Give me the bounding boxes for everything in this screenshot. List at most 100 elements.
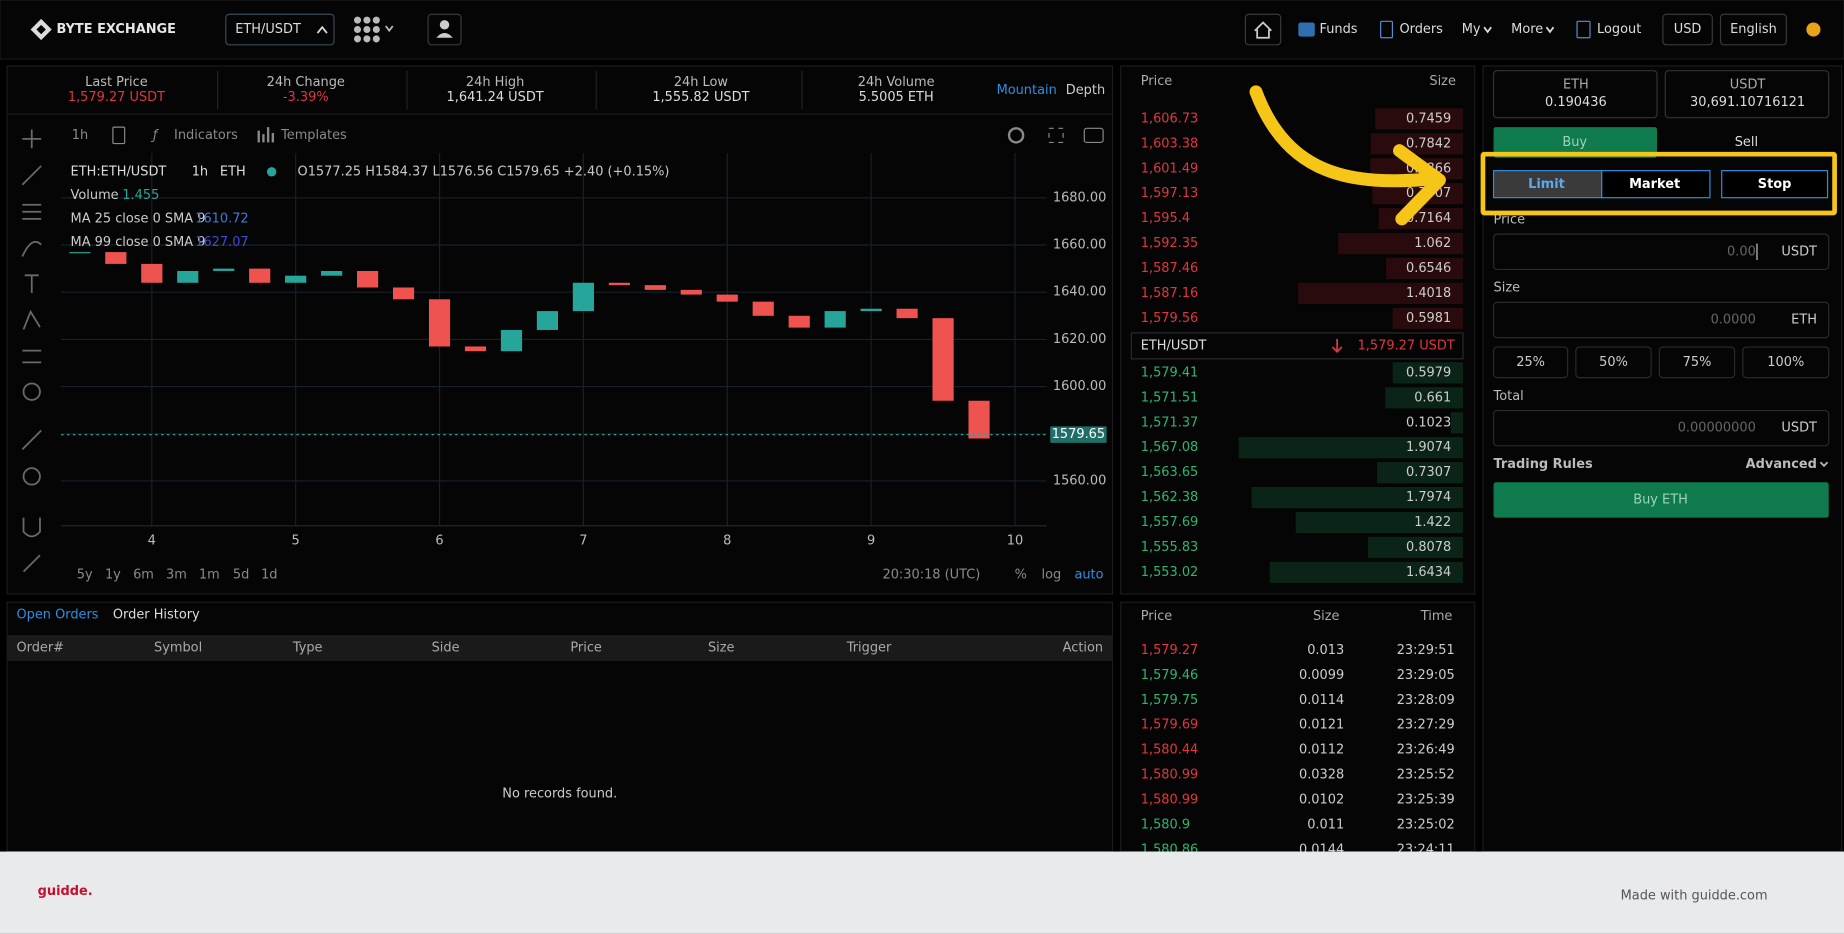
order-type-button[interactable] <box>1601 170 1711 199</box>
brand: BYTE EXCHANGE <box>56 22 176 37</box>
drawing-tool[interactable] <box>22 554 41 573</box>
candle-icon <box>112 126 126 145</box>
depth-bar <box>1251 486 1463 509</box>
submit-text[interactable]: Buy ETH <box>1633 492 1688 507</box>
trade-price: 1,579.75 <box>1141 693 1199 708</box>
drawing-tool[interactable] <box>21 165 42 186</box>
indicators[interactable]: Indicators <box>174 128 238 143</box>
percent-button[interactable] <box>1742 346 1830 379</box>
order-type-text[interactable]: Market <box>1629 177 1680 192</box>
percent-button[interactable] <box>1575 346 1652 379</box>
range-button[interactable]: 5d <box>233 568 249 583</box>
drawing-tool[interactable] <box>22 309 41 330</box>
percent-button[interactable] <box>1492 346 1569 379</box>
input-field[interactable] <box>1492 301 1830 339</box>
legend-volume: Volume <box>71 188 119 203</box>
chart-view[interactable]: Mountain <box>997 83 1057 98</box>
column-header: Order# <box>16 641 64 656</box>
scale-option[interactable]: % <box>1015 568 1027 583</box>
percent-text[interactable]: 25% <box>1516 355 1545 370</box>
drawing-tool[interactable] <box>22 349 42 364</box>
order-type-text[interactable]: Stop <box>1758 177 1792 192</box>
scale-option[interactable]: auto <box>1074 568 1103 583</box>
trading-rules[interactable]: Trading Rules <box>1494 457 1593 472</box>
candle <box>716 294 738 302</box>
drawing-tool[interactable] <box>22 517 41 538</box>
range-button[interactable]: 6m <box>133 568 154 583</box>
book-price: 1,592.35 <box>1141 236 1199 251</box>
drawing-tool[interactable] <box>22 203 42 220</box>
balance-amount: 0.190436 <box>1545 95 1607 110</box>
book-price: 1,563.65 <box>1141 465 1199 480</box>
pair-selector-text[interactable]: ETH/USDT <box>235 22 301 37</box>
user-icon <box>436 33 453 38</box>
candle <box>824 311 846 328</box>
camera-icon[interactable] <box>1083 127 1104 144</box>
language-button[interactable] <box>1719 13 1787 46</box>
scale-option[interactable]: log <box>1042 568 1062 583</box>
book-price: 1,595.4 <box>1141 211 1190 226</box>
drawing-tool[interactable] <box>22 129 42 149</box>
home-button[interactable] <box>1244 13 1282 46</box>
input-placeholder[interactable]: 0.0000 <box>1711 312 1756 327</box>
nav-link[interactable]: Funds <box>1319 22 1357 37</box>
percent-text[interactable]: 50% <box>1599 355 1628 370</box>
drawing-tool[interactable] <box>21 429 42 450</box>
y-tick-label: 1600.00 <box>1053 379 1106 394</box>
x-tick-label: 4 <box>148 534 156 549</box>
legend-ma: MA 25 close 0 SMA 9 <box>71 211 206 226</box>
range-button[interactable]: 1m <box>199 568 220 583</box>
ticker-value: 5.5005 ETH <box>859 90 934 105</box>
order-type-text[interactable]: Limit <box>1528 177 1565 192</box>
range-button[interactable]: 5y <box>77 568 93 583</box>
ticker-value: 1,555.82 USDT <box>652 90 749 105</box>
nav-link[interactable]: Orders <box>1399 22 1443 37</box>
drawing-tool[interactable] <box>21 241 42 257</box>
candle <box>788 315 810 328</box>
drawing-tool[interactable] <box>24 274 39 293</box>
buy-tab[interactable] <box>1493 127 1658 158</box>
advanced[interactable]: Advanced <box>1746 457 1817 472</box>
depth-bar <box>1238 437 1463 459</box>
fullscreen-icon[interactable] <box>1048 127 1064 144</box>
percent-text[interactable]: 75% <box>1683 355 1712 370</box>
range-button[interactable]: 1d <box>261 568 277 583</box>
sell-tab-text[interactable]: Sell <box>1735 135 1758 150</box>
settings-icon[interactable] <box>1007 127 1025 144</box>
input-placeholder[interactable]: 0.00000000 <box>1678 421 1756 436</box>
nav-link[interactable]: My <box>1462 22 1481 37</box>
user-button[interactable] <box>427 13 462 46</box>
book-size: 1.062 <box>1414 236 1451 251</box>
submit-button[interactable] <box>1493 482 1829 518</box>
book-price: 1,571.37 <box>1141 415 1199 430</box>
book-size: 0.7307 <box>1406 465 1451 480</box>
orders-tab[interactable]: Open Orders <box>16 608 98 623</box>
percent-text[interactable]: 100% <box>1767 355 1804 370</box>
orders-tab[interactable]: Order History <box>113 608 200 623</box>
nav-link[interactable]: More <box>1511 22 1543 37</box>
input-placeholder[interactable]: 0.00 <box>1727 244 1756 259</box>
range-button[interactable]: 1y <box>105 568 121 583</box>
drawing-tool[interactable] <box>22 467 41 486</box>
interval[interactable]: 1h <box>72 128 88 143</box>
book-price: 1,562.38 <box>1141 490 1199 505</box>
chart-view[interactable]: Depth <box>1066 83 1105 98</box>
currency-button[interactable] <box>1662 13 1713 46</box>
buy-tab-text[interactable]: Buy <box>1562 135 1587 150</box>
fx-icon: ƒ <box>150 128 160 143</box>
order-type-button[interactable] <box>1492 170 1603 199</box>
language[interactable]: English <box>1730 22 1777 37</box>
input-field[interactable] <box>1492 409 1830 447</box>
input-field[interactable] <box>1492 233 1830 271</box>
drawing-tool[interactable] <box>22 382 41 401</box>
theme-toggle[interactable] <box>1806 22 1821 37</box>
currency[interactable]: USD <box>1674 22 1702 37</box>
nav-link[interactable]: Logout <box>1597 22 1641 37</box>
templates[interactable]: Templates <box>280 128 347 143</box>
order-type-button[interactable] <box>1721 170 1829 199</box>
pair-selector[interactable] <box>225 13 335 46</box>
percent-button[interactable] <box>1658 346 1736 379</box>
range-button[interactable]: 3m <box>166 568 187 583</box>
x-tick-label: 8 <box>723 534 731 549</box>
